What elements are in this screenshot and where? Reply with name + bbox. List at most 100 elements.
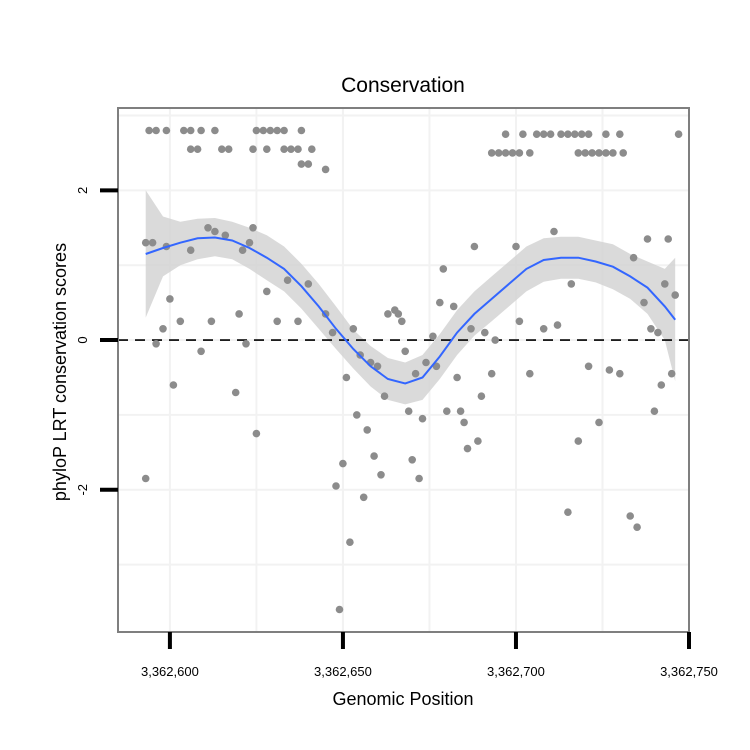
data-point bbox=[436, 298, 444, 307]
data-point bbox=[460, 418, 468, 427]
data-point bbox=[539, 130, 548, 138]
data-point bbox=[588, 149, 596, 157]
data-point bbox=[574, 149, 583, 157]
data-point bbox=[532, 130, 541, 138]
data-point bbox=[238, 246, 247, 254]
chart-title: Conservation bbox=[341, 74, 465, 97]
data-point bbox=[605, 366, 614, 374]
data-point bbox=[197, 126, 205, 135]
data-point bbox=[224, 145, 233, 153]
data-point bbox=[394, 310, 403, 318]
data-point bbox=[211, 126, 219, 135]
data-point bbox=[186, 246, 195, 254]
data-point bbox=[609, 149, 617, 157]
data-point bbox=[508, 149, 517, 157]
data-point bbox=[629, 253, 638, 262]
data-point bbox=[145, 126, 153, 135]
data-point bbox=[370, 452, 378, 460]
data-point bbox=[557, 130, 565, 138]
data-point bbox=[546, 130, 555, 138]
data-point bbox=[574, 437, 583, 445]
data-point bbox=[197, 347, 205, 356]
data-point bbox=[273, 126, 282, 135]
data-point bbox=[515, 149, 524, 157]
data-point bbox=[180, 126, 188, 135]
data-point bbox=[595, 149, 603, 157]
data-point bbox=[422, 358, 430, 367]
data-point bbox=[501, 130, 510, 138]
data-point bbox=[328, 328, 337, 337]
data-point bbox=[242, 340, 250, 348]
data-point bbox=[304, 280, 313, 288]
data-point bbox=[159, 325, 167, 333]
data-point bbox=[633, 523, 641, 531]
smooth-trend-line bbox=[145, 236, 676, 385]
data-point bbox=[148, 238, 157, 247]
data-point bbox=[186, 126, 195, 135]
data-point bbox=[661, 280, 669, 288]
data-point bbox=[193, 145, 202, 153]
data-point bbox=[674, 130, 683, 138]
data-point bbox=[474, 437, 482, 445]
data-point bbox=[363, 426, 372, 434]
data-point bbox=[481, 328, 489, 337]
data-point bbox=[577, 130, 586, 138]
data-point bbox=[263, 287, 271, 296]
data-point bbox=[643, 235, 652, 243]
data-point bbox=[152, 340, 160, 348]
data-point bbox=[231, 388, 240, 397]
data-point bbox=[266, 126, 275, 135]
data-point bbox=[207, 317, 216, 326]
data-point bbox=[321, 165, 330, 174]
data-point bbox=[463, 444, 472, 453]
data-point bbox=[252, 429, 261, 438]
data-point bbox=[564, 130, 572, 138]
data-point bbox=[176, 317, 185, 326]
data-point bbox=[449, 302, 458, 311]
data-point bbox=[456, 407, 465, 416]
x-axis-ticks: 3,362,600 3,362,650 3,362,700 3,362,750 bbox=[141, 632, 718, 679]
data-point bbox=[581, 149, 589, 157]
data-point bbox=[294, 145, 302, 153]
data-point bbox=[494, 149, 503, 157]
x-tick-label: 3,362,700 bbox=[487, 664, 545, 679]
data-point bbox=[429, 332, 437, 341]
data-point bbox=[204, 224, 212, 232]
data-point bbox=[332, 482, 340, 490]
data-point bbox=[567, 280, 576, 288]
data-point bbox=[584, 362, 593, 371]
data-point bbox=[346, 538, 354, 546]
data-point bbox=[512, 242, 520, 251]
data-point bbox=[667, 369, 676, 378]
data-point bbox=[297, 160, 306, 168]
data-point bbox=[342, 373, 351, 382]
data-point bbox=[349, 325, 358, 333]
data-point bbox=[487, 149, 496, 157]
x-axis-label: Genomic Position bbox=[332, 689, 473, 709]
data-point bbox=[235, 310, 243, 318]
data-point bbox=[211, 227, 219, 236]
confidence-ribbon bbox=[145, 190, 676, 405]
data-point bbox=[602, 130, 610, 138]
data-point bbox=[616, 130, 624, 138]
data-point bbox=[553, 321, 562, 329]
data-point bbox=[221, 231, 230, 240]
data-point bbox=[539, 325, 548, 333]
data-point bbox=[571, 130, 579, 138]
gridlines bbox=[118, 108, 689, 632]
data-point bbox=[398, 317, 406, 326]
data-point bbox=[408, 456, 417, 464]
data-point bbox=[283, 276, 292, 285]
data-point bbox=[550, 227, 558, 236]
data-point bbox=[141, 238, 150, 247]
data-point bbox=[166, 295, 174, 303]
data-point bbox=[650, 407, 659, 416]
data-point bbox=[467, 325, 475, 333]
data-point bbox=[640, 298, 648, 307]
data-point bbox=[439, 265, 448, 273]
data-point bbox=[359, 493, 368, 502]
data-point bbox=[418, 414, 427, 423]
plot-panel-border bbox=[117, 107, 690, 633]
y-axis-label: phyloP LRT conservation scores bbox=[50, 243, 70, 501]
